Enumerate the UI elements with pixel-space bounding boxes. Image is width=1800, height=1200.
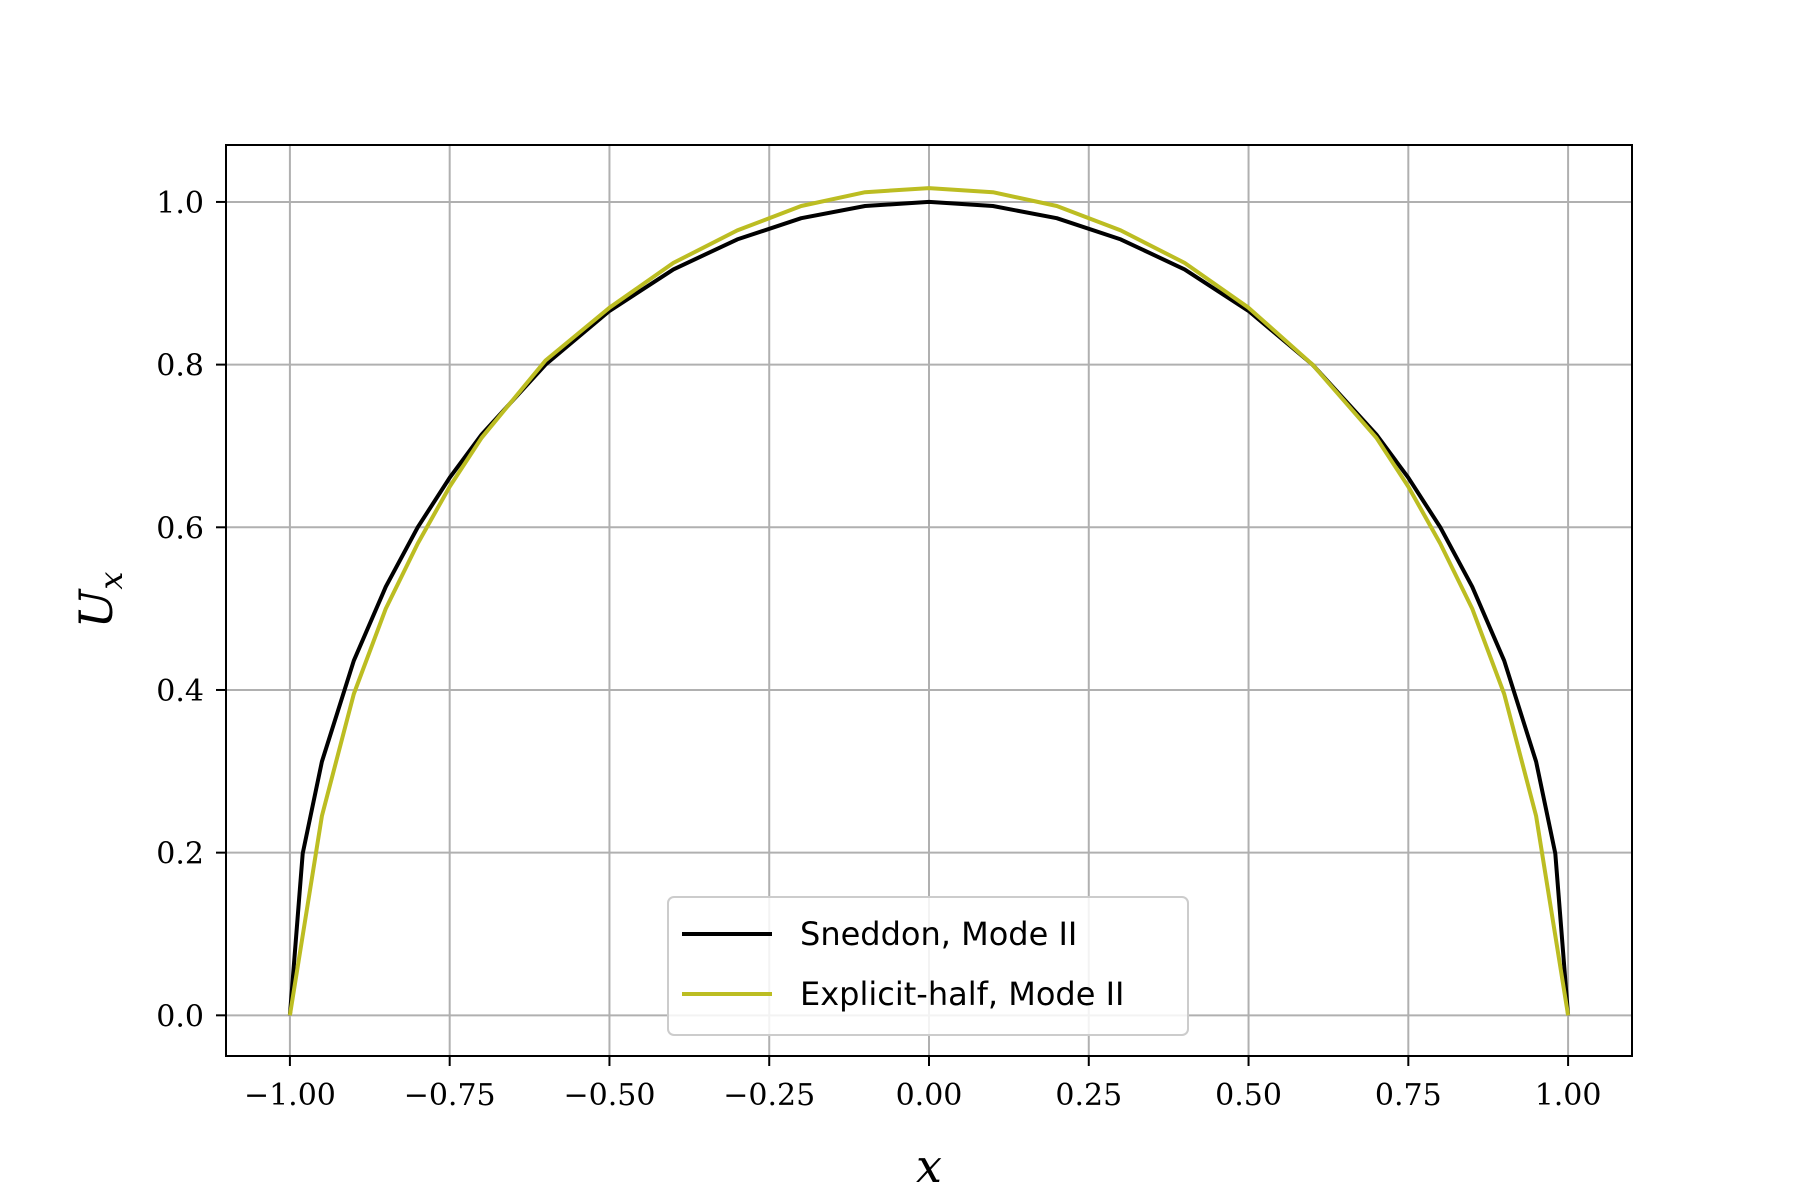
y-tick-label: 0.0 xyxy=(156,999,204,1034)
legend-box xyxy=(667,896,1189,1036)
x-tick-label: −0.25 xyxy=(723,1078,815,1113)
x-tick-label: −0.50 xyxy=(563,1078,655,1113)
x-tick-label: −0.75 xyxy=(404,1078,496,1113)
x-tick-label: 0.50 xyxy=(1215,1078,1282,1113)
x-tick-label: 0.25 xyxy=(1055,1078,1122,1113)
y-tick-label: 1.0 xyxy=(156,186,204,221)
series-group xyxy=(287,186,1571,1016)
tick-labels: −1.00 −0.75 −0.50 −0.25 0.00 0.25 0.50 0.75 1.00… xyxy=(156,186,1601,1113)
x-tick-label: 1.00 xyxy=(1535,1078,1602,1113)
legend-label-sneddon: Sneddon, Mode II xyxy=(800,915,1077,953)
x-axis-label: x xyxy=(916,1139,942,1193)
series-line-sneddon xyxy=(287,199,1571,1016)
legend: Sneddon, Mode II Explicit-half, Mode II xyxy=(667,896,1189,1036)
ticks xyxy=(216,200,1570,1066)
y-tick-label: 0.4 xyxy=(156,674,204,709)
y-axis-label-main: U xyxy=(69,587,123,628)
y-axis-label-subscript: x xyxy=(92,572,130,590)
series-line-explicit-half xyxy=(287,186,1571,1016)
y-tick-label: 0.2 xyxy=(156,837,204,872)
x-tick-label: 0.00 xyxy=(896,1078,963,1113)
y-axis-label: Ux xyxy=(69,572,130,629)
y-tick-label: 0.8 xyxy=(156,349,204,384)
x-tick-label: −1.00 xyxy=(244,1078,336,1113)
legend-label-explicit-half: Explicit-half, Mode II xyxy=(800,975,1124,1013)
x-tick-label: 0.75 xyxy=(1375,1078,1442,1113)
y-tick-label: 0.6 xyxy=(156,511,204,546)
